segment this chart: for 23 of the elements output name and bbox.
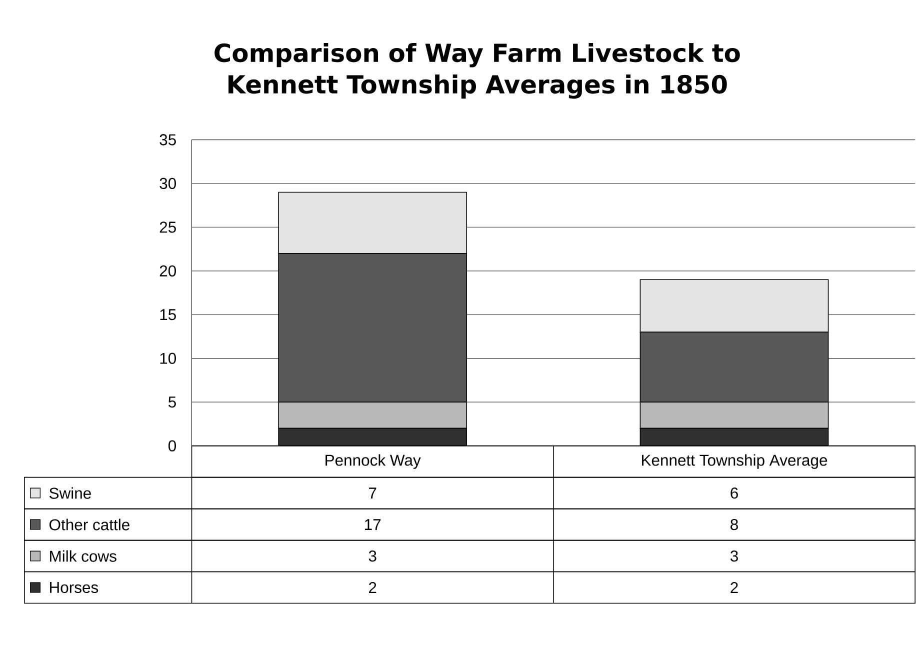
y-tick-label: 5 <box>168 396 176 408</box>
data-label: 3 <box>730 550 738 562</box>
legend-label: Swine <box>49 487 91 500</box>
data-label: 2 <box>730 582 738 594</box>
chart-title: Comparison of Way Farm Livestock to Kennett Township Averages in 1850 <box>214 43 740 99</box>
y-tick-label: 35 <box>160 134 176 146</box>
data-label: 2 <box>368 582 376 594</box>
y-tick-label: 15 <box>160 309 176 320</box>
y-tick-label: 20 <box>160 266 176 277</box>
y-tick-label: 25 <box>160 222 176 233</box>
y-tick-label: 10 <box>160 353 176 364</box>
data-label: 8 <box>730 519 738 530</box>
legend-label: Milk cows <box>50 550 116 562</box>
y-tick-label: 0 <box>168 440 176 452</box>
data-label: 3 <box>368 550 376 562</box>
legend-label: Horses <box>50 582 98 594</box>
data-label: 6 <box>730 488 738 499</box>
data-label: 17 <box>365 519 381 530</box>
legend-label: Other cattle <box>49 518 130 531</box>
data-label: 7 <box>369 488 376 499</box>
x-tick-label: Kennett Township Average <box>642 454 828 470</box>
y-tick-label: 30 <box>160 178 176 190</box>
x-tick-label: Pennock Way <box>326 454 421 470</box>
